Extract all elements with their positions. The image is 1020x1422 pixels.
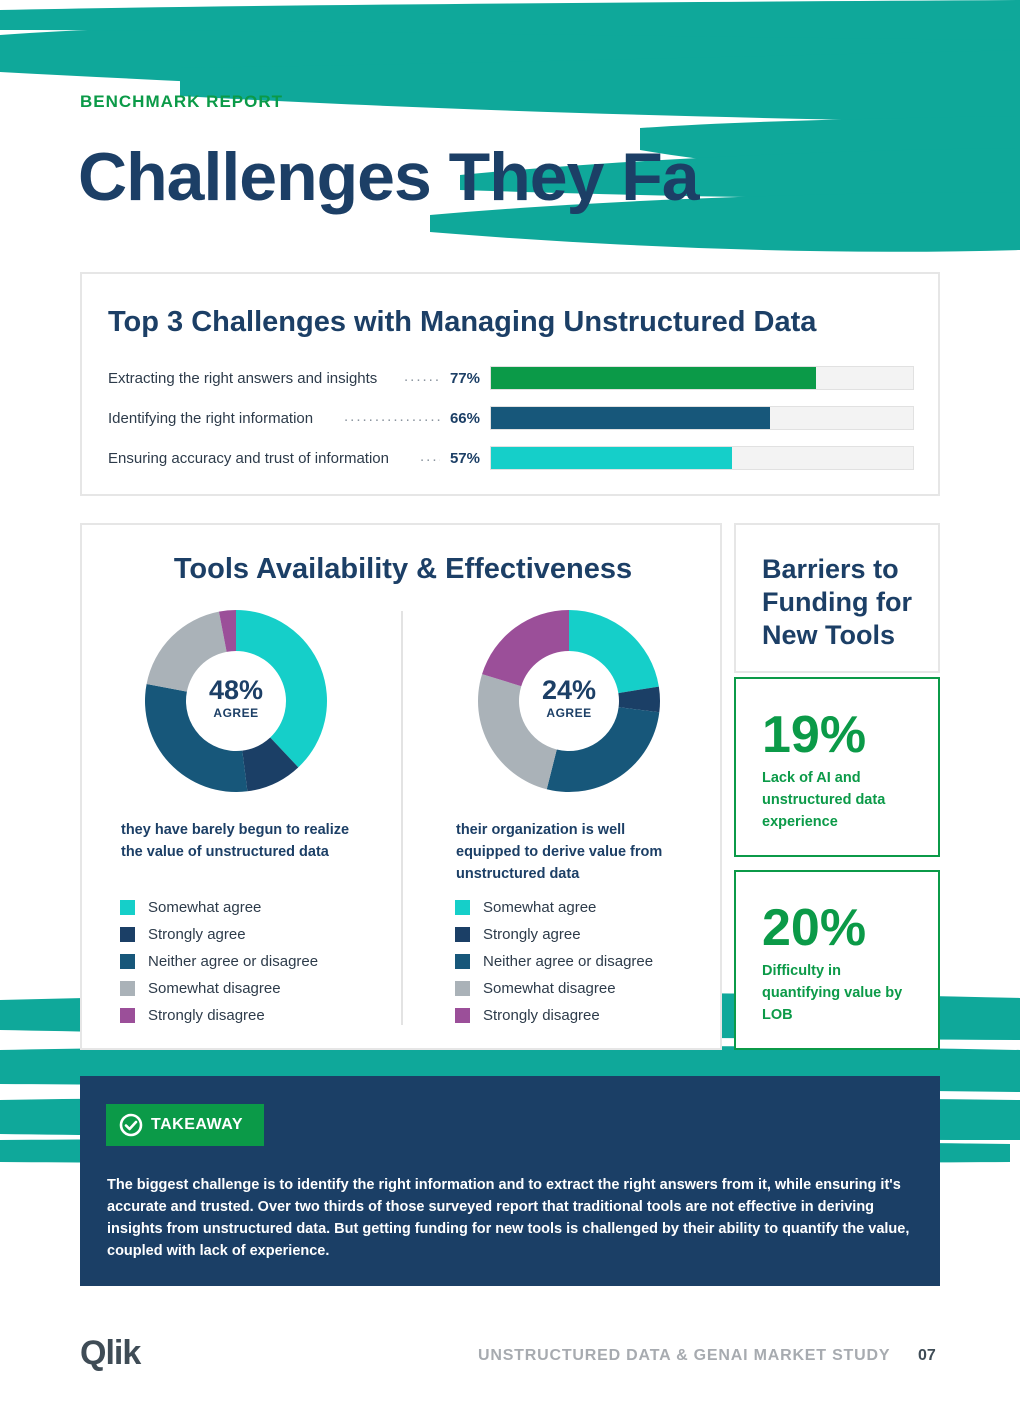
donut-sublabel: AGREE	[213, 706, 259, 720]
leader-dots: ........	[404, 368, 438, 385]
legend-swatch	[120, 1008, 135, 1023]
legend-swatch	[455, 900, 470, 915]
swoosh-top-2	[0, 0, 1020, 40]
takeaway-badge: TAKEAWAY	[106, 1104, 264, 1146]
legend-label: Strongly agree	[483, 926, 581, 943]
challenge-row: Extracting the right answers and insight…	[108, 366, 916, 392]
footer-study-title: UNSTRUCTURED DATA & GENAI MARKET STUDY	[478, 1347, 891, 1364]
legend-label: Neither agree or disagree	[483, 953, 654, 970]
bar-fill	[491, 447, 732, 469]
challenge-label: Ensuring accuracy and trust of informati…	[108, 450, 389, 467]
leader-dots: ..........................	[344, 408, 440, 425]
challenge-percent: 77%	[449, 370, 480, 387]
donut-chart-left: 48% AGREE	[143, 608, 329, 794]
legend-swatch	[120, 927, 135, 942]
challenge-row: Identifying the right information ......…	[108, 406, 916, 432]
donut-slice-strongly-disagree	[218, 610, 236, 652]
legend-swatch	[455, 1008, 470, 1023]
legend-label: Somewhat agree	[148, 899, 262, 916]
donut-slice-strongly-agree	[242, 737, 299, 792]
barrier-stat-text: Difficulty in quantifying value by LOB	[762, 963, 903, 1023]
swoosh-top-6	[430, 192, 1020, 252]
challenge-label: Identifying the right information	[108, 410, 314, 427]
donut-slice-neither-agree-or-disagree	[546, 707, 660, 792]
donut-sublabel: AGREE	[546, 706, 592, 720]
qlik-logo: Qlik	[80, 1334, 141, 1372]
leader-dots: .....	[420, 448, 440, 465]
barrier-stat-text: Lack of AI and unstructured data experie…	[762, 770, 886, 830]
donut-slice-neither-agree-or-disagree	[145, 683, 248, 792]
donut-slice-somewhat-agree	[236, 610, 328, 768]
legend-swatch	[120, 954, 135, 969]
check-circle-icon	[119, 1113, 143, 1137]
legend-swatch	[120, 981, 135, 996]
barrier-stat-card: 20% Difficulty in quantifying value by L…	[734, 870, 940, 1050]
bar-track	[490, 446, 914, 470]
takeaway-label: TAKEAWAY	[151, 1116, 244, 1133]
bar-track	[490, 406, 914, 430]
donut-center-left: 48% AGREE	[143, 676, 329, 720]
legend-swatch	[455, 954, 470, 969]
donut-slice-somewhat-agree	[569, 610, 659, 694]
legend-label: Strongly disagree	[483, 1007, 600, 1024]
donut-svg-left	[145, 610, 328, 792]
challenge-percent: 57%	[449, 450, 480, 467]
legend-swatch	[455, 927, 470, 942]
page-title: Challenges They Fa	[78, 139, 700, 215]
barriers-header-card: Barriers to Funding for New Tools	[734, 523, 940, 673]
bar-fill	[491, 407, 770, 429]
bar-fill	[491, 367, 816, 389]
right-description: their organization is well equipped to d…	[456, 822, 663, 882]
legend-label: Strongly disagree	[148, 1007, 265, 1024]
column-divider	[401, 611, 403, 1025]
swoosh-top-3	[180, 50, 1020, 122]
donut-svg-right	[478, 610, 660, 792]
legend-swatch	[120, 900, 135, 915]
donut-slice-strongly-agree	[618, 686, 660, 713]
tools-title: Tools Availability & Effectiveness	[173, 553, 633, 585]
donut-percent: 24%	[541, 675, 597, 705]
barriers-title: Barriers to Funding for New Tools	[762, 554, 912, 650]
legend-label: Somewhat agree	[483, 899, 597, 916]
barrier-stat-value: 19%	[762, 706, 867, 764]
page-number: 07	[918, 1347, 936, 1364]
barrier-stat-card: 19% Lack of AI and unstructured data exp…	[734, 677, 940, 857]
legend-label: Strongly agree	[148, 926, 246, 943]
bar-track	[490, 366, 914, 390]
barrier-stat-value: 20%	[762, 899, 867, 957]
donut-center-right: 24% AGREE	[476, 676, 662, 720]
tools-card: Tools Availability & Effectiveness 48% A…	[80, 523, 722, 1050]
legend-label: Somewhat disagree	[483, 980, 616, 997]
challenge-row: Ensuring accuracy and trust of informati…	[108, 446, 916, 472]
legend-label: Somewhat disagree	[148, 980, 281, 997]
donut-percent: 48%	[208, 675, 264, 705]
legend-label: Neither agree or disagree	[148, 953, 319, 970]
donut-slice-somewhat-disagree	[478, 674, 557, 790]
donut-chart-right: 24% AGREE	[476, 608, 662, 794]
challenge-percent: 66%	[449, 410, 480, 427]
donut-slice-strongly-disagree	[482, 610, 569, 687]
challenges-title: Top 3 Challenges with Managing Unstructu…	[108, 306, 817, 338]
challenges-card: Top 3 Challenges with Managing Unstructu…	[80, 272, 940, 496]
swoosh-top-5	[460, 148, 1020, 199]
eyebrow-label: BENCHMARK REPORT	[80, 92, 283, 111]
challenge-label: Extracting the right answers and insight…	[108, 370, 378, 387]
left-description: they have barely begun to realize the va…	[121, 822, 350, 860]
legend-swatch	[455, 981, 470, 996]
donut-slice-somewhat-disagree	[146, 611, 227, 692]
takeaway-text: The biggest challenge is to identify the…	[107, 1177, 910, 1259]
